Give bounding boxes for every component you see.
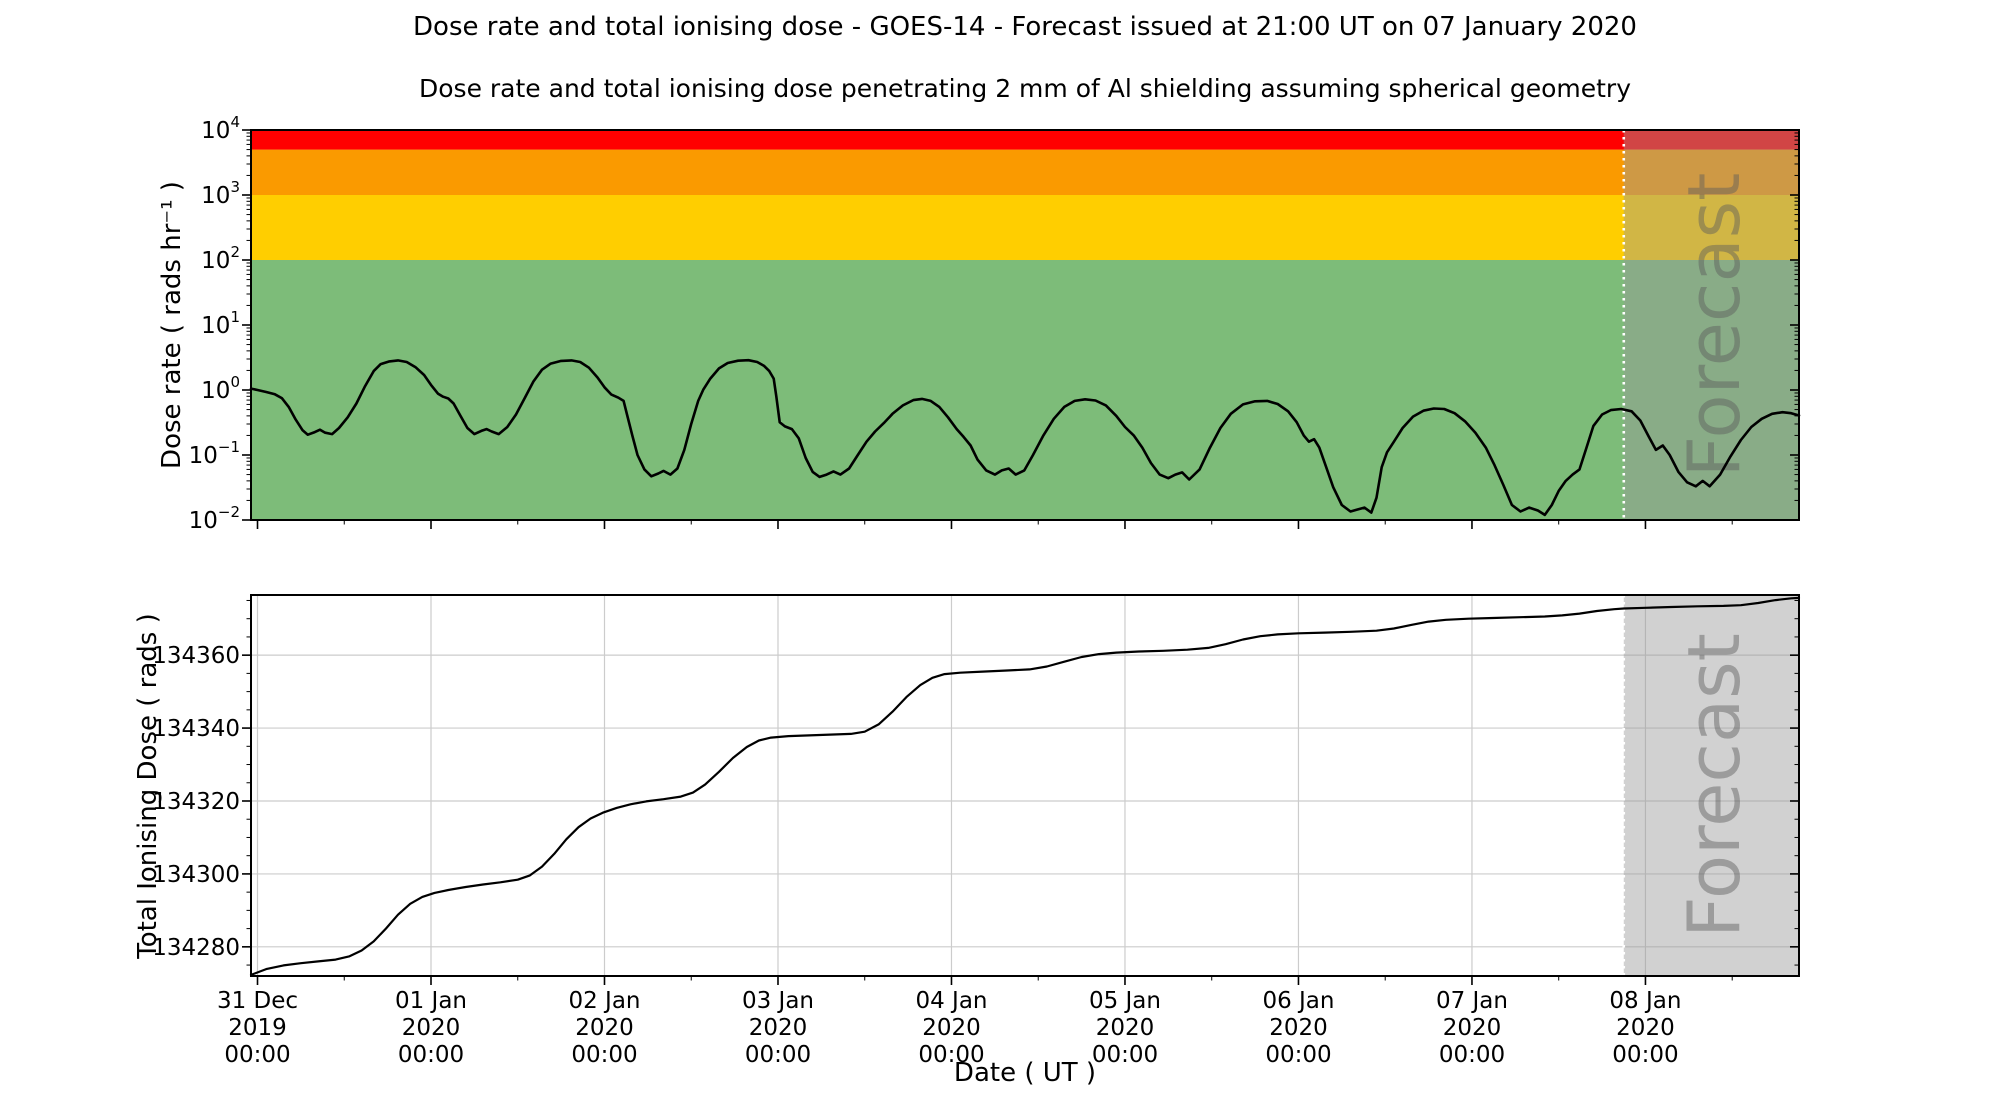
total-dose-y-axis-label: Total Ionising Dose ( rads ) bbox=[133, 613, 163, 959]
x-tick-label: 05 Jan 2020 00:00 bbox=[1089, 988, 1161, 1068]
forecast-overlay bbox=[1623, 595, 1799, 976]
figure-title: Dose rate and total ionising dose - GOES… bbox=[413, 12, 1637, 42]
plot-border bbox=[250, 594, 1800, 977]
y-tick-label: 104 bbox=[201, 113, 240, 144]
red-band bbox=[251, 130, 1799, 150]
figure-subtitle: Dose rate and total ionising dose penetr… bbox=[419, 74, 1631, 103]
total-ionising-dose-plot: Forecast 134280 134300 134320 134340 134360 31… bbox=[152, 594, 1801, 1068]
y-tick-label: 134300 bbox=[152, 862, 240, 888]
x-tick-label: 08 Jan 2020 00:00 bbox=[1609, 988, 1681, 1068]
x-tick-label: 01 Jan 2020 00:00 bbox=[395, 988, 467, 1068]
dose-rate-plot: Forecast 104 103 102 101 100 10−1 10−2 bbox=[189, 113, 1801, 534]
x-tick-label: 02 Jan 2020 00:00 bbox=[568, 988, 640, 1068]
y-tick-label: 100 bbox=[201, 373, 240, 404]
x-tick-label: 04 Jan 2020 00:00 bbox=[915, 988, 987, 1068]
dose-rate-y-axis-label: Dose rate ( rads hr⁻¹ ) bbox=[157, 181, 187, 469]
x-tick-label: 07 Jan 2020 00:00 bbox=[1436, 988, 1508, 1068]
y-tick-label: 134340 bbox=[152, 716, 240, 742]
orange-band bbox=[251, 149, 1799, 195]
y-tick-label: 134280 bbox=[152, 935, 240, 961]
y-tick-label: 102 bbox=[201, 243, 240, 274]
green-band bbox=[251, 260, 1799, 520]
total-ionising-dose-curve bbox=[249, 596, 1801, 977]
forecast-watermark: Forecast bbox=[1672, 633, 1756, 938]
y-tick-label: 10−2 bbox=[189, 503, 240, 534]
x-tick-label: 03 Jan 2020 00:00 bbox=[742, 988, 814, 1068]
x-tick-label: 31 Dec 2019 00:00 bbox=[217, 988, 298, 1068]
forecast-overlay bbox=[1623, 130, 1799, 520]
dose-rate-curve bbox=[249, 358, 1801, 517]
x-tick-label: 06 Jan 2020 00:00 bbox=[1262, 988, 1334, 1068]
y-tick-label: 134320 bbox=[152, 789, 240, 815]
y-tick-label: 10−1 bbox=[189, 438, 240, 469]
x-axis-label: Date ( UT ) bbox=[953, 1058, 1097, 1088]
forecast-watermark: Forecast bbox=[1672, 173, 1756, 478]
y-tick-label: 134360 bbox=[152, 643, 240, 669]
yellow-band bbox=[251, 195, 1799, 260]
y-tick-label: 103 bbox=[201, 178, 240, 209]
y-tick-label: 101 bbox=[201, 308, 240, 339]
